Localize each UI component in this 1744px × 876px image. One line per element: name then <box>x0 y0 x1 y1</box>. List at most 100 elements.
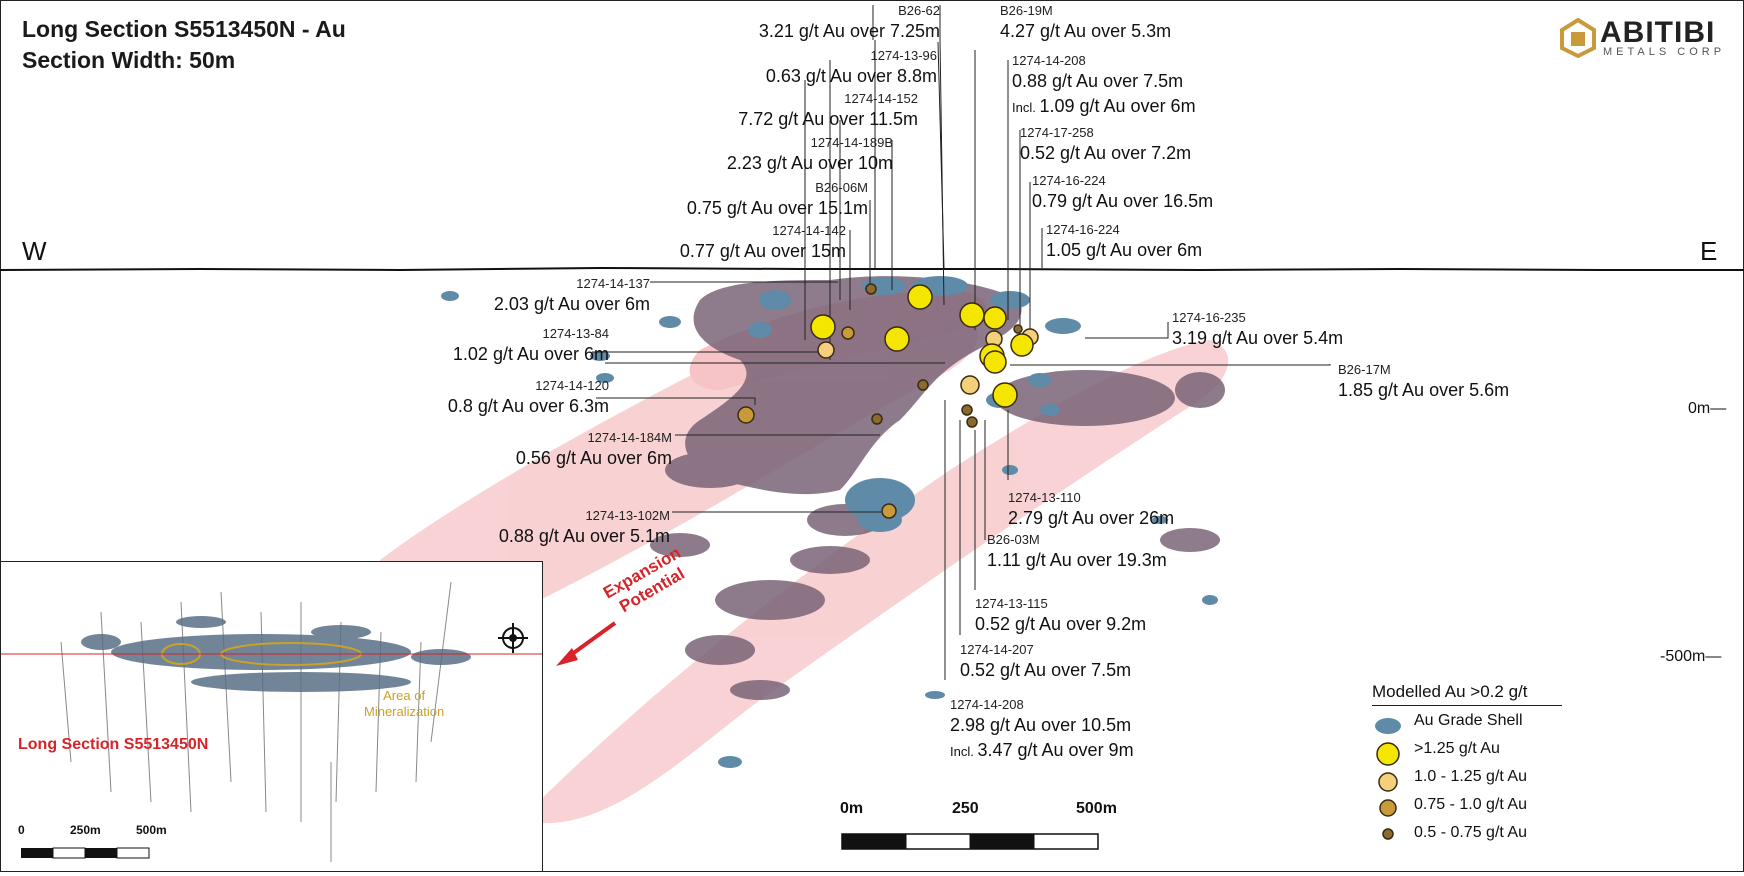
intercept-labels: B26-62 3.21 g/t Au over 7.25m B26-19M 4.27 … <box>448 3 1509 760</box>
legend-title: Modelled Au >0.2 g/t <box>1372 682 1562 706</box>
scale-bar <box>841 833 1099 850</box>
intercept-label: B26-19M 4.27 g/t Au over 5.3m <box>1000 3 1171 41</box>
intercept-label: 1274-16-224 0.79 g/t Au over 16.5m <box>1032 173 1213 211</box>
elevation-minus500: -500m— <box>1660 648 1722 665</box>
legend-item-05-075: 0.5 - 0.75 g/t Au <box>1372 820 1692 846</box>
intercept-label: 1274-17-258 0.52 g/t Au over 7.2m <box>1020 125 1191 163</box>
intercept-value: 0.8 g/t Au over 6.3m <box>448 396 609 416</box>
intercept-value: 4.27 g/t Au over 5.3m <box>1000 21 1171 41</box>
inset-scale-250: 250m <box>70 823 101 837</box>
intercept-label: 1274-13-110 2.79 g/t Au over 26m <box>1008 490 1174 528</box>
inset-area-line1: Area of <box>383 688 426 703</box>
intercept-value: 2.23 g/t Au over 10m <box>727 153 893 173</box>
inset-north-arrow-icon <box>498 623 528 653</box>
scale-label-250: 250 <box>952 800 979 817</box>
intercept-value: 0.52 g/t Au over 7.5m <box>960 660 1131 680</box>
intercept-value: 2.03 g/t Au over 6m <box>494 294 650 314</box>
drill-hole-id: 1274-13-84 <box>543 326 610 341</box>
intercept-value: 3.21 g/t Au over 7.25m <box>759 21 940 41</box>
drill-hole-id: 1274-14-208 <box>950 697 1024 712</box>
drill-hole-id: 1274-16-235 <box>1172 310 1246 325</box>
drill-hole-id: 1274-13-96 <box>871 48 938 63</box>
drill-hole-id: B26-62 <box>898 3 940 18</box>
intercept-label: 1274-14-208 0.88 g/t Au over 7.5m Incl. 1.… <box>1012 53 1196 116</box>
drill-hole-id: 1274-14-120 <box>535 378 609 393</box>
intercept-label: B26-03M 1.11 g/t Au over 19.3m <box>987 532 1167 570</box>
drill-hole-id: 1274-14-152 <box>844 91 918 106</box>
intercept-label: 1274-14-189B 2.23 g/t Au over 10m <box>727 135 893 173</box>
intercept-value: 3.19 g/t Au over 5.4m <box>1172 328 1343 348</box>
legend-item-label: 0.5 - 0.75 g/t Au <box>1414 824 1527 841</box>
intercept-label: 1274-14-152 7.72 g/t Au over 11.5m <box>738 91 918 129</box>
intercept-label: B26-62 3.21 g/t Au over 7.25m <box>759 3 940 41</box>
intercept-value: 1.11 g/t Au over 19.3m <box>987 550 1167 570</box>
intercept-value: 2.98 g/t Au over 10.5m <box>950 715 1131 735</box>
incl-prefix: Incl. <box>950 744 977 759</box>
elevation-0m-text: 0m <box>1688 400 1711 417</box>
intercept-value: 0.52 g/t Au over 7.2m <box>1020 143 1191 163</box>
legend: Modelled Au >0.2 g/t Au Grade Shell >1.2… <box>1372 682 1692 846</box>
drill-hole-id: 1274-17-258 <box>1020 125 1094 140</box>
intercept-value: 1.05 g/t Au over 6m <box>1046 240 1202 260</box>
scale-label-500: 500m <box>1076 800 1117 817</box>
drill-hole-id: 1274-13-102M <box>585 508 670 523</box>
legend-symbols <box>1375 718 1401 840</box>
intercept-label: B26-17M 1.85 g/t Au over 5.6m <box>1338 362 1509 400</box>
scale-label-0: 0m <box>840 800 864 817</box>
intercept-value: 7.72 g/t Au over 11.5m <box>738 109 918 129</box>
company-logo: ABITIBI METALS CORP <box>1560 16 1730 60</box>
legend-item-label: 0.75 - 1.0 g/t Au <box>1414 796 1527 813</box>
legend-grade-shell-icon <box>1375 718 1401 734</box>
expansion-arrow-icon <box>556 621 617 666</box>
intercept-value: 0.52 g/t Au over 9.2m <box>975 614 1146 634</box>
legend-075-to-1-icon <box>1379 799 1397 817</box>
drill-hole-id: 1274-14-207 <box>960 642 1034 657</box>
drill-hole-id: 1274-14-142 <box>772 223 846 238</box>
elevation-0m: 0m— <box>1688 400 1727 417</box>
intercept-value: 1.02 g/t Au over 6m <box>453 344 609 364</box>
intercept-label: 1274-13-96 0.63 g/t Au over 8.8m <box>766 48 937 86</box>
inset-scale-bar <box>21 847 150 859</box>
intercept-label: 1274-14-184M 0.56 g/t Au over 6m <box>516 430 672 468</box>
intercept-value: 0.75 g/t Au over 15.1m <box>687 198 868 218</box>
intercept-label: 1274-16-235 3.19 g/t Au over 5.4m <box>1172 310 1343 348</box>
drill-hole-id: 1274-16-224 <box>1046 222 1120 237</box>
inset-area-line2: Mineralization <box>364 704 445 719</box>
intercept-label: 1274-14-142 0.77 g/t Au over 15m <box>680 223 846 261</box>
logo-mark-icon <box>1560 18 1596 58</box>
logo-subtitle: METALS CORP <box>1603 46 1726 58</box>
west-label: W <box>22 236 47 266</box>
inset-scale-500: 500m <box>136 823 167 837</box>
inset-map-drawing <box>1 581 542 862</box>
drill-hole-id: 1274-14-184M <box>587 430 672 445</box>
intercept-value: 2.79 g/t Au over 26m <box>1008 508 1174 528</box>
intercept-label: 1274-14-208 2.98 g/t Au over 10.5m Incl. 3… <box>950 697 1134 760</box>
legend-item-high: >1.25 g/t Au <box>1372 736 1692 762</box>
legend-item-label: 1.0 - 1.25 g/t Au <box>1414 768 1527 785</box>
elevation-minus500-text: -500m <box>1660 648 1706 665</box>
intercept-value: 0.79 g/t Au over 16.5m <box>1032 191 1213 211</box>
legend-1-to-125-icon <box>1378 772 1398 792</box>
intercept-value: 0.88 g/t Au over 5.1m <box>499 526 670 546</box>
intercept-label: 1274-13-115 0.52 g/t Au over 9.2m <box>975 596 1146 634</box>
intercept-markers <box>737 283 1039 519</box>
intercept-label: 1274-16-224 1.05 g/t Au over 6m <box>1046 222 1202 260</box>
incl-value: 1.09 g/t Au over 6m <box>1039 96 1195 116</box>
incl-prefix: Incl. <box>1012 100 1039 115</box>
drill-hole-id: 1274-14-189B <box>811 135 893 150</box>
inset-section-label: Long Section S5513450N <box>18 736 209 753</box>
drill-hole-id: B26-03M <box>987 532 1040 547</box>
intercept-label: 1274-14-207 0.52 g/t Au over 7.5m <box>960 642 1131 680</box>
inset-map <box>1 561 543 871</box>
drill-hole-id: B26-06M <box>815 180 868 195</box>
drill-hole-id: 1274-13-110 <box>1008 490 1081 505</box>
intercept-value: 0.88 g/t Au over 7.5m <box>1012 71 1183 91</box>
leader-lines <box>592 5 1331 680</box>
intercept-label: 1274-14-137 2.03 g/t Au over 6m <box>494 276 650 314</box>
intercept-value: 0.63 g/t Au over 8.8m <box>766 66 937 86</box>
intercept-label: 1274-13-102M 0.88 g/t Au over 5.1m <box>499 508 670 546</box>
included-intercept: Incl. 1.09 g/t Au over 6m <box>1012 96 1196 116</box>
intercept-label: 1274-13-84 1.02 g/t Au over 6m <box>453 326 609 364</box>
legend-item-1-125: 1.0 - 1.25 g/t Au <box>1372 764 1692 790</box>
inset-area-label: Area of Mineralization <box>364 688 444 720</box>
